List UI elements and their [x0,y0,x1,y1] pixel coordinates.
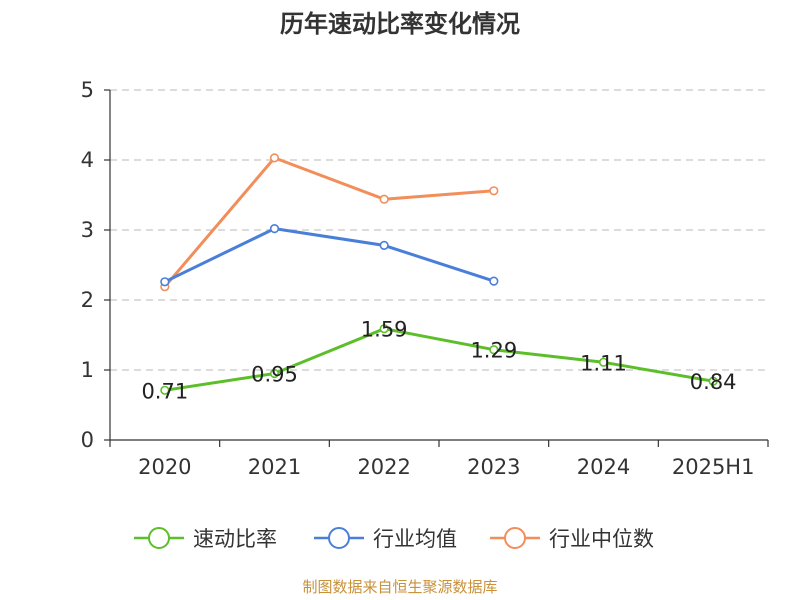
data-point [489,186,499,196]
data-point [269,224,280,234]
series-line-2 [163,156,494,288]
data-source-footer: 制图数据来自恒生聚源数据库 [302,578,498,596]
x-tick-label: 2020 [138,455,191,479]
data-label: 1.11 [580,351,627,375]
data-point [160,277,170,287]
data-point [379,194,389,204]
data-label: 1.29 [470,339,517,363]
data-label: 1.59 [361,318,408,342]
data-point [489,276,499,286]
legend-item[interactable]: 速动比率 [133,518,277,558]
y-tick-label: 3 [81,218,94,242]
data-point [160,385,170,395]
y-tick-label: 1 [81,358,94,382]
x-tick-label: 2023 [467,455,520,479]
x-tick-label: 2024 [577,455,630,479]
data-point [489,345,499,355]
legend-line-marker-icon [314,527,364,549]
chart-legend: 速动比率 行业均值 行业中位数 [0,518,800,558]
legend-label: 速动比率 [193,527,277,551]
data-point [379,324,389,334]
legend-label: 行业均值 [373,527,457,551]
legend-item[interactable]: 行业均值 [313,518,457,558]
data-label: 0.71 [141,379,188,403]
y-tick-label: 5 [81,78,94,102]
data-point [269,153,280,163]
chart-title: 历年速动比率变化情况 [280,10,520,38]
data-label: 0.84 [690,370,737,394]
x-tick-label: 2022 [357,455,410,479]
data-point [708,376,718,386]
x-tick-label: 2021 [248,455,301,479]
y-tick-label: 2 [81,288,94,312]
data-label: 0.95 [251,363,298,387]
y-tick-label: 4 [81,148,94,172]
legend-item[interactable]: 行业中位数 [489,518,654,558]
x-tick-label: 2025H1 [672,455,755,479]
data-point [598,357,609,367]
legend-label: 行业中位数 [549,527,654,551]
y-tick-label: 0 [81,428,94,452]
data-point [269,368,280,379]
legend-line-marker-icon [490,527,540,549]
series-line-1 [164,227,495,284]
legend-line-marker-icon [134,527,184,549]
data-point [379,240,389,250]
series-line-0 [164,327,714,392]
